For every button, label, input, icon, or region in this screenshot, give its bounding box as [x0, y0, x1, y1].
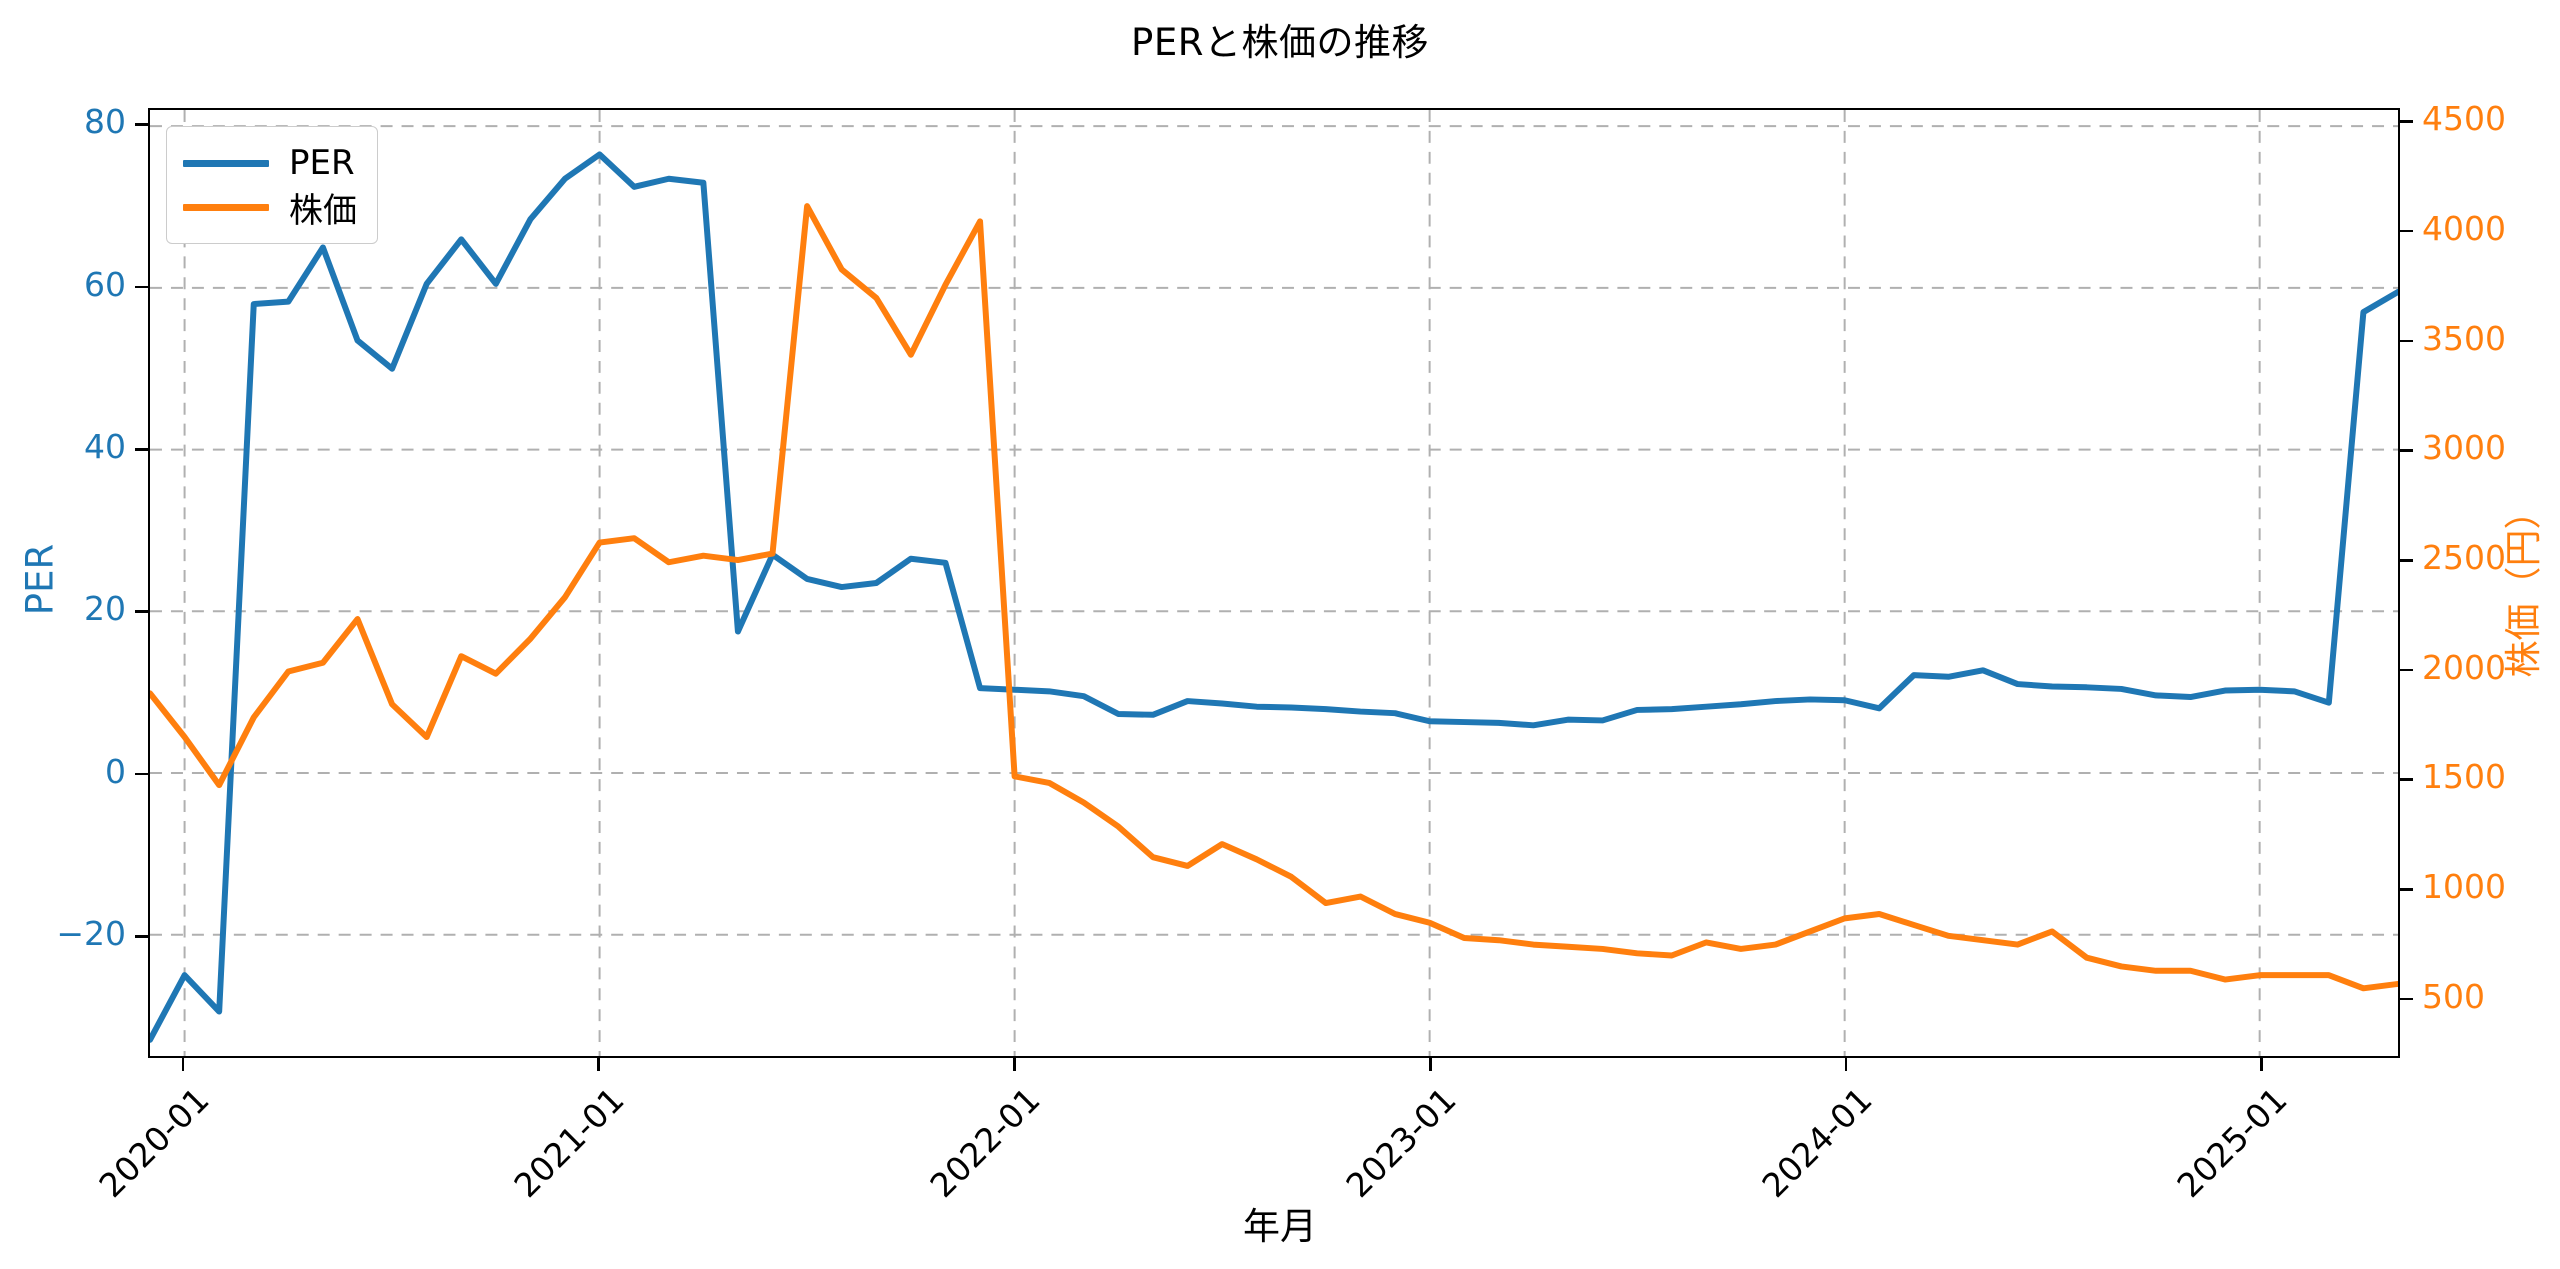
legend-swatch-kabuka: [183, 203, 269, 211]
y-axis-left-tickmark: [135, 772, 148, 776]
y-axis-right-tickmark: [2400, 558, 2413, 562]
y-axis-right-tick-label: 2500: [2422, 537, 2506, 577]
y-axis-left-tickmark: [135, 448, 148, 451]
y-axis-right-tickmark: [2400, 229, 2413, 233]
legend-item-per[interactable]: PER: [183, 141, 357, 185]
x-axis-tickmark: [1013, 1058, 1016, 1071]
y-axis-right-tickmark: [2400, 668, 2413, 672]
y-axis-right-tickmark: [2400, 888, 2413, 891]
x-axis-title: 年月: [1243, 1205, 1317, 1248]
legend: PER 株価: [166, 126, 378, 244]
y-axis-right-tick-label: 500: [2422, 976, 2485, 1016]
y-axis-left-title: PER: [18, 543, 62, 616]
y-axis-right-tickmark: [2400, 449, 2413, 452]
y-axis-left-tick-label: 80: [84, 102, 126, 142]
legend-swatch-per: [183, 159, 269, 167]
series-line-per: [150, 151, 2398, 1043]
y-axis-right-tickmark: [2400, 997, 2413, 1001]
legend-label-kabuka: 株価: [289, 190, 357, 231]
y-axis-left-tick-label: 60: [84, 264, 126, 304]
y-axis-right-tick-label: 2000: [2422, 647, 2506, 687]
y-axis-left-tickmark: [135, 285, 148, 289]
y-axis-right-tickmark: [2400, 778, 2413, 781]
y-axis-right-tick-label: 4500: [2422, 99, 2506, 139]
x-axis-tickmark: [1428, 1058, 1432, 1071]
y-axis-right-tick-label: 4000: [2422, 208, 2506, 248]
y-axis-left-tick-label: 20: [84, 589, 126, 629]
data-series-layer: [150, 151, 2398, 1043]
x-axis-tickmark: [181, 1058, 185, 1071]
y-axis-right-tick-label: 3000: [2422, 428, 2506, 468]
series-line-kabuka: [150, 203, 2398, 992]
x-axis-tickmark: [2260, 1058, 2263, 1071]
y-axis-left-tick-label: 40: [84, 427, 126, 467]
plot-svg: [150, 110, 2398, 1056]
y-axis-left-tickmark: [135, 935, 148, 938]
y-axis-right-tick-label: 3500: [2422, 318, 2506, 358]
y-axis-left-tickmark: [135, 610, 148, 613]
legend-item-kabuka[interactable]: 株価: [183, 185, 357, 231]
plot-area: [148, 108, 2400, 1058]
gridlines: [150, 110, 2398, 1056]
x-axis-tickmark: [597, 1058, 600, 1071]
y-axis-right-tickmark: [2400, 339, 2413, 343]
y-axis-left-tickmark: [135, 123, 148, 126]
x-axis-tickmark: [1844, 1058, 1848, 1071]
y-axis-right-tick-label: 1500: [2422, 757, 2506, 797]
legend-label-per: PER: [289, 143, 355, 183]
y-axis-right-tickmark: [2400, 120, 2413, 123]
y-axis-left-tick-label: −20: [56, 914, 126, 954]
chart-title: PERと株価の推移: [1131, 21, 1429, 64]
y-axis-left-tick-label: 0: [105, 751, 126, 791]
y-axis-right-tick-label: 1000: [2422, 867, 2506, 907]
